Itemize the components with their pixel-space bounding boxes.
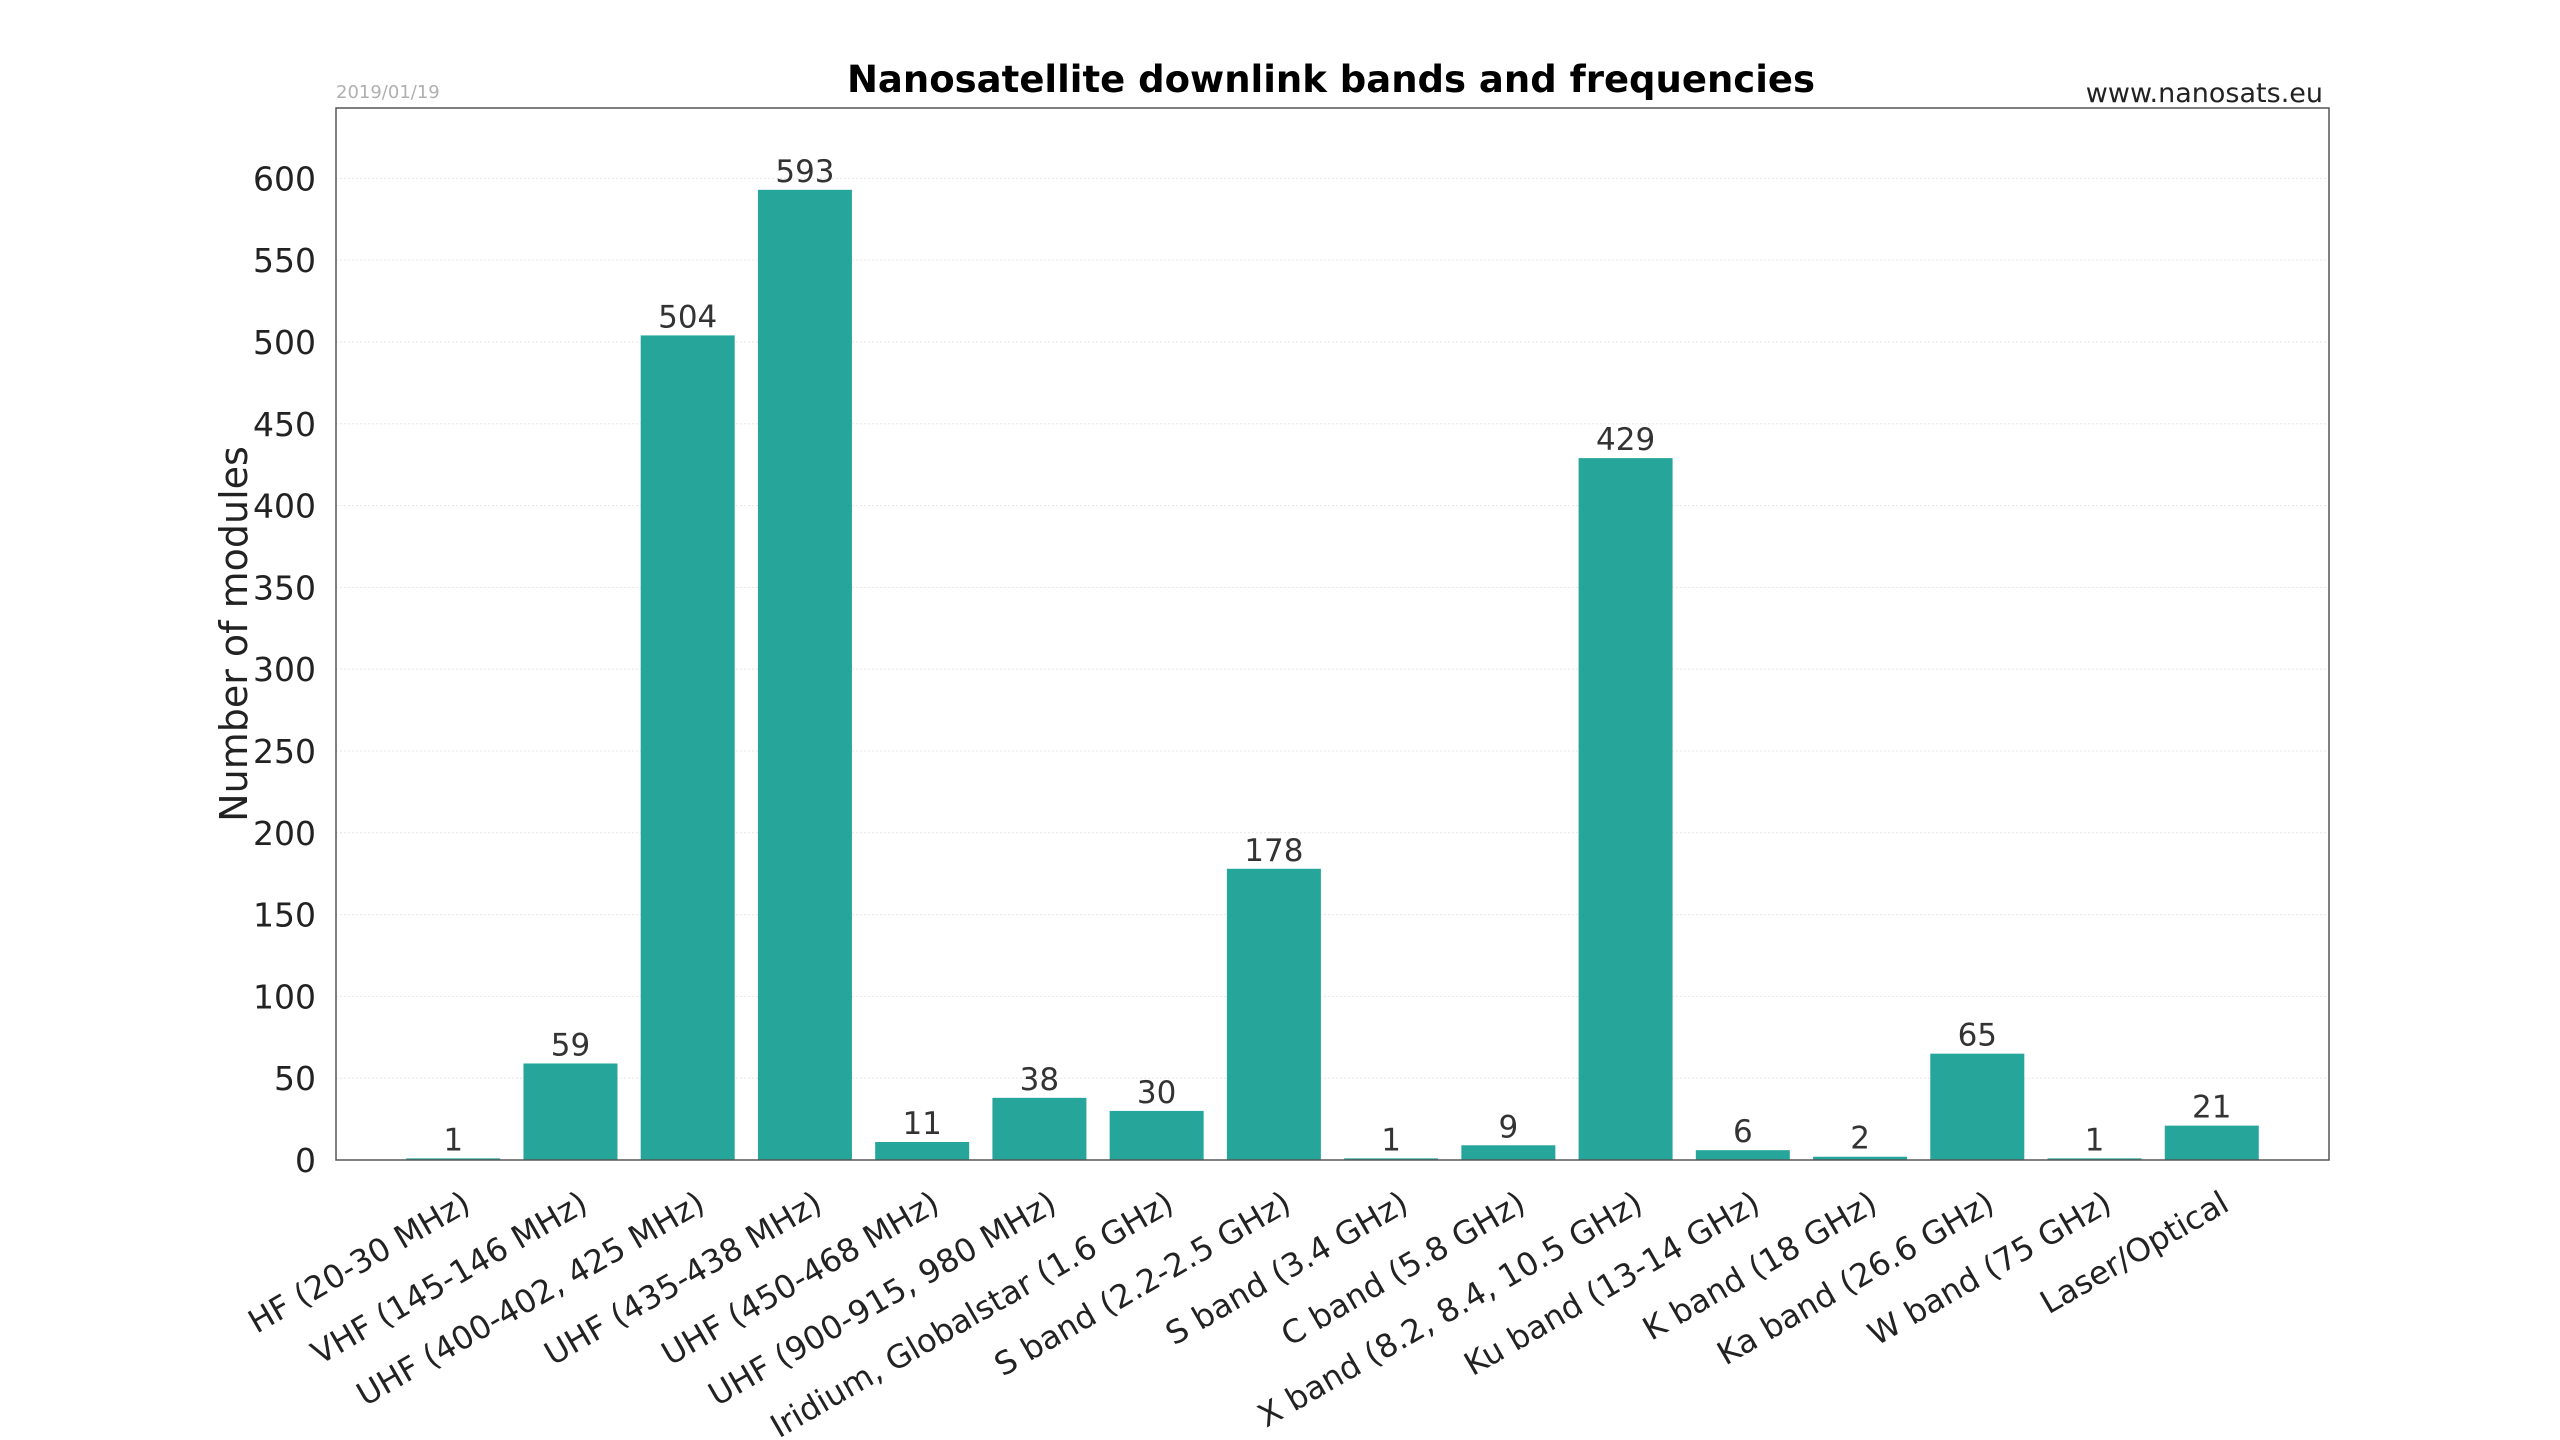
chart-title: Nanosatellite downlink bands and frequen… [847,58,1815,101]
bar [1344,1158,1439,1160]
chart-date: 2019/01/19 [336,82,440,103]
data-label: 1 [1381,1122,1401,1158]
y-tick-label: 600 [253,159,316,198]
y-tick-label: 550 [253,241,316,280]
data-label: 11 [902,1106,941,1142]
bar [1109,1110,1204,1160]
bar [640,335,735,1160]
y-tick-label: 100 [253,977,316,1016]
bar [2164,1125,2259,1160]
bar [757,189,852,1160]
data-label: 593 [775,154,834,190]
y-tick-label: 250 [253,732,316,771]
data-label: 429 [1596,422,1655,458]
y-tick-label: 0 [295,1141,316,1180]
bar [1578,458,1673,1160]
bar [1813,1156,1908,1160]
y-tick-label: 400 [253,487,316,526]
data-label: 1 [2085,1122,2105,1158]
bar [1695,1150,1790,1160]
data-label: 30 [1137,1075,1176,1111]
source-label: www.nanosats.eu [2086,78,2323,109]
y-tick-label: 350 [253,568,316,607]
data-label: 6 [1733,1114,1753,1150]
data-label: 1 [443,1122,463,1158]
data-label: 21 [2192,1090,2231,1126]
bar [523,1063,618,1160]
y-tick-label: 50 [274,1059,316,1098]
bar [1930,1053,2025,1160]
bar [1461,1145,1556,1160]
data-label: 59 [551,1027,590,1063]
bar [992,1097,1087,1160]
y-tick-label: 150 [253,896,316,935]
bar [1226,868,1321,1160]
y-tick-label: 500 [253,323,316,362]
bar [406,1158,501,1160]
y-tick-label: 450 [253,405,316,444]
bar [2047,1158,2142,1160]
data-label: 178 [1244,833,1303,869]
data-label: 504 [658,299,717,335]
data-label: 65 [1958,1018,1997,1054]
y-tick-label: 200 [253,814,316,853]
data-label: 38 [1020,1062,1059,1098]
data-label: 2 [1850,1121,1870,1157]
y-tick-label: 300 [253,650,316,689]
y-axis-label: Number of modules [212,446,256,822]
plot-frame [335,107,2330,1161]
bar [875,1142,970,1160]
data-label: 9 [1498,1109,1518,1145]
